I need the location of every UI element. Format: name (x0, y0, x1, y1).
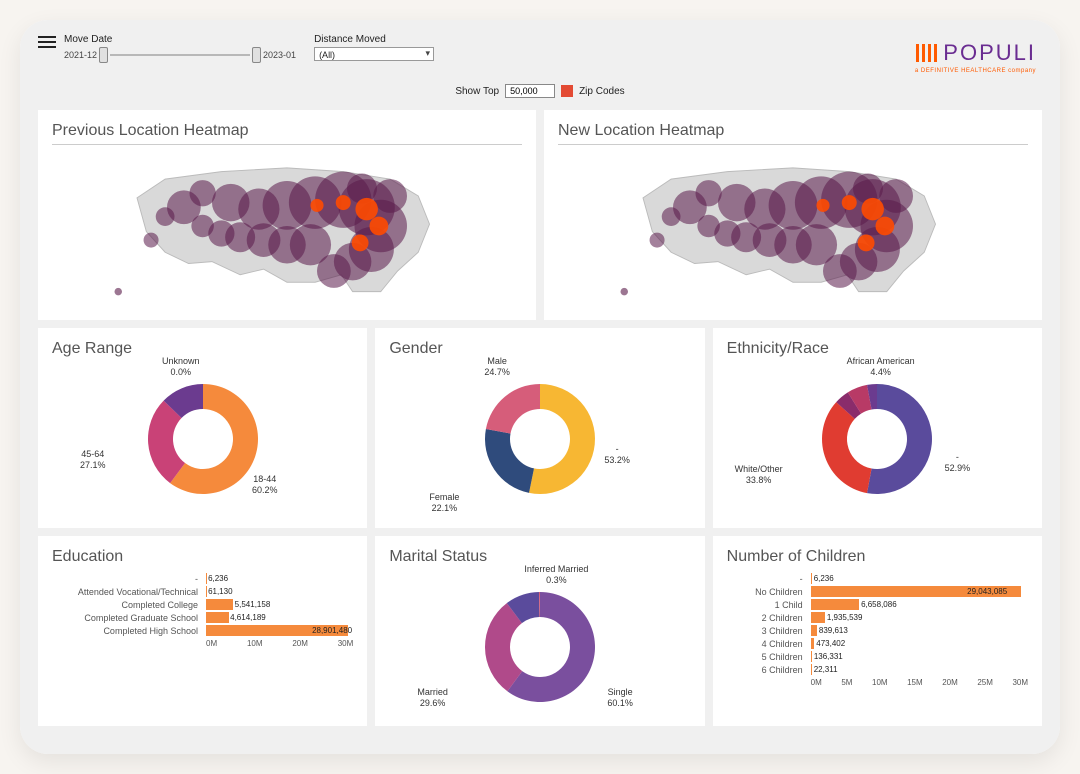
bar-row: 1 Child 6,658,086 (727, 598, 1028, 611)
gender-card: Gender -53.2%Male24.7%Female22.1% (375, 328, 704, 528)
slider-handle-right[interactable] (252, 47, 261, 63)
bar-category: 1 Child (727, 600, 807, 610)
donut-label: Female22.1% (429, 492, 459, 514)
dashboard-device: Move Date 2021-12 2023-01 Distance Moved… (20, 20, 1060, 754)
children-card: Number of Children - 6,236 No Children 2… (713, 536, 1042, 726)
bar-category: - (52, 574, 202, 584)
bar-row: Completed Graduate School 4,614,189 (52, 611, 353, 624)
donut-label: -52.9% (945, 452, 971, 474)
bar-row: - 6,236 (52, 572, 353, 585)
bar-row: Completed High School 28,901,480 (52, 624, 353, 637)
move-date-label: Move Date (64, 34, 296, 45)
children-bars[interactable]: - 6,236 No Children 29,043,085 1 Child 6… (727, 572, 1028, 687)
logo-bars-icon (916, 44, 937, 62)
ethnicity-donut[interactable]: -52.9%White/Other33.8%African American4.… (727, 364, 1028, 514)
move-date-slider[interactable]: 2021-12 2023-01 (64, 47, 296, 63)
slider-handle-left[interactable] (99, 47, 108, 63)
bar-category: Completed College (52, 600, 202, 610)
ethnicity-card: Ethnicity/Race -52.9%White/Other33.8%Afr… (713, 328, 1042, 528)
show-top-input[interactable] (505, 84, 555, 98)
show-top-apply-button[interactable] (561, 85, 573, 97)
bar-row: 5 Children 136,331 (727, 650, 1028, 663)
menu-icon[interactable] (38, 34, 56, 48)
previous-location-heatmap-card: Previous Location Heatmap (38, 110, 536, 320)
previous-heatmap[interactable] (52, 151, 522, 301)
show-top-suffix: Zip Codes (579, 86, 625, 97)
donut-label: Single60.1% (607, 687, 633, 709)
brand-logo: POPULI a DEFINITIVE HEALTHCARE company (915, 34, 1042, 74)
top-filter-bar: Move Date 2021-12 2023-01 Distance Moved… (38, 34, 1042, 76)
dashboard: Move Date 2021-12 2023-01 Distance Moved… (20, 20, 1060, 754)
donut-label: Inferred Married0.3% (524, 564, 588, 586)
donut-label: African American4.4% (847, 356, 915, 378)
show-top-row: Show Top Zip Codes (38, 80, 1042, 102)
new-heatmap[interactable] (558, 151, 1028, 301)
bar-category: 2 Children (727, 613, 807, 623)
bar-row: Completed College 5,541,158 (52, 598, 353, 611)
bar-row: 3 Children 839,613 (727, 624, 1028, 637)
distance-moved-dropdown[interactable]: (All) (314, 47, 434, 61)
card-title: New Location Heatmap (558, 122, 1028, 145)
bar-category: No Children (727, 587, 807, 597)
bar-category: 6 Children (727, 665, 807, 675)
bar-category: - (727, 574, 807, 584)
donut-label: Married29.6% (417, 687, 448, 709)
donut-label: Male24.7% (484, 356, 510, 378)
bar-row: Attended Vocational/Technical 61,130 (52, 585, 353, 598)
age-range-card: Age Range 18-4460.2%45-6427.1%Unknown0.0… (38, 328, 367, 528)
donut-label: -53.2% (604, 444, 630, 466)
donut-label: Unknown0.0% (162, 356, 200, 378)
bar-row: No Children 29,043,085 (727, 585, 1028, 598)
education-card: Education - 6,236 Attended Vocational/Te… (38, 536, 367, 726)
bar-row: - 6,236 (727, 572, 1028, 585)
marital-donut[interactable]: Single60.1%Married29.6%Inferred Married0… (389, 572, 690, 722)
distance-moved-filter: Distance Moved (All) (314, 34, 434, 61)
show-top-label: Show Top (455, 86, 499, 97)
bar-category: Completed Graduate School (52, 613, 202, 623)
bar-category: Attended Vocational/Technical (52, 587, 202, 597)
new-location-heatmap-card: New Location Heatmap (544, 110, 1042, 320)
bar-category: Completed High School (52, 626, 202, 636)
bar-row: 6 Children 22,311 (727, 663, 1028, 676)
gender-donut[interactable]: -53.2%Male24.7%Female22.1% (389, 364, 690, 514)
bar-row: 4 Children 473,402 (727, 637, 1028, 650)
chart-grid: Previous Location Heatmap New Location H… (38, 110, 1042, 754)
marital-status-card: Marital Status Single60.1%Married29.6%In… (375, 536, 704, 726)
distance-moved-label: Distance Moved (314, 34, 434, 45)
bar-row: 2 Children 1,935,539 (727, 611, 1028, 624)
move-date-filter: Move Date 2021-12 2023-01 (64, 34, 296, 63)
bar-category: 5 Children (727, 652, 807, 662)
bar-category: 3 Children (727, 626, 807, 636)
education-bars[interactable]: - 6,236 Attended Vocational/Technical 61… (52, 572, 353, 648)
donut-label: 18-4460.2% (252, 474, 278, 496)
bar-category: 4 Children (727, 639, 807, 649)
donut-label: White/Other33.8% (735, 464, 783, 486)
age-range-donut[interactable]: 18-4460.2%45-6427.1%Unknown0.0% (52, 364, 353, 514)
card-title: Previous Location Heatmap (52, 122, 522, 145)
donut-label: 45-6427.1% (80, 449, 106, 471)
